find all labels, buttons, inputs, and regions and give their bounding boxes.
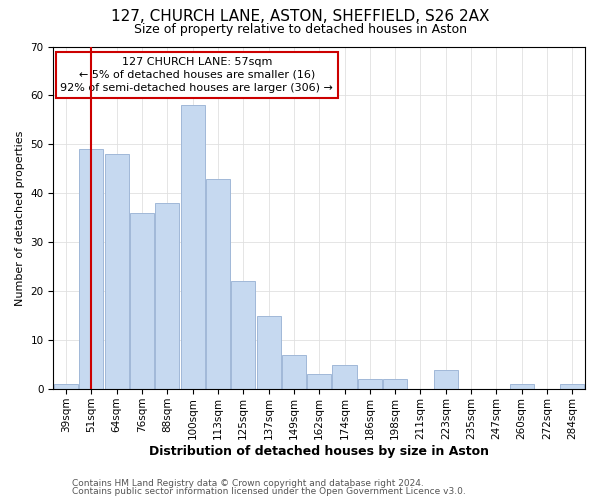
Bar [104, 154, 129, 389]
Bar [231, 282, 255, 389]
Bar [257, 316, 281, 389]
Bar [206, 178, 230, 389]
Bar [130, 213, 154, 389]
Bar [509, 384, 534, 389]
Text: 127 CHURCH LANE: 57sqm
← 5% of detached houses are smaller (16)
92% of semi-deta: 127 CHURCH LANE: 57sqm ← 5% of detached … [61, 57, 334, 93]
Text: Size of property relative to detached houses in Aston: Size of property relative to detached ho… [133, 22, 467, 36]
Bar [155, 203, 179, 389]
Bar [282, 355, 306, 389]
Text: Contains public sector information licensed under the Open Government Licence v3: Contains public sector information licen… [72, 487, 466, 496]
Bar [79, 150, 103, 389]
Bar [358, 380, 382, 389]
Text: 127, CHURCH LANE, ASTON, SHEFFIELD, S26 2AX: 127, CHURCH LANE, ASTON, SHEFFIELD, S26 … [111, 9, 489, 24]
Bar [383, 380, 407, 389]
Bar [307, 374, 331, 389]
Bar [54, 384, 78, 389]
X-axis label: Distribution of detached houses by size in Aston: Distribution of detached houses by size … [149, 444, 489, 458]
Text: Contains HM Land Registry data © Crown copyright and database right 2024.: Contains HM Land Registry data © Crown c… [72, 478, 424, 488]
Bar [434, 370, 458, 389]
Bar [332, 364, 356, 389]
Bar [181, 105, 205, 389]
Bar [560, 384, 584, 389]
Y-axis label: Number of detached properties: Number of detached properties [15, 130, 25, 306]
